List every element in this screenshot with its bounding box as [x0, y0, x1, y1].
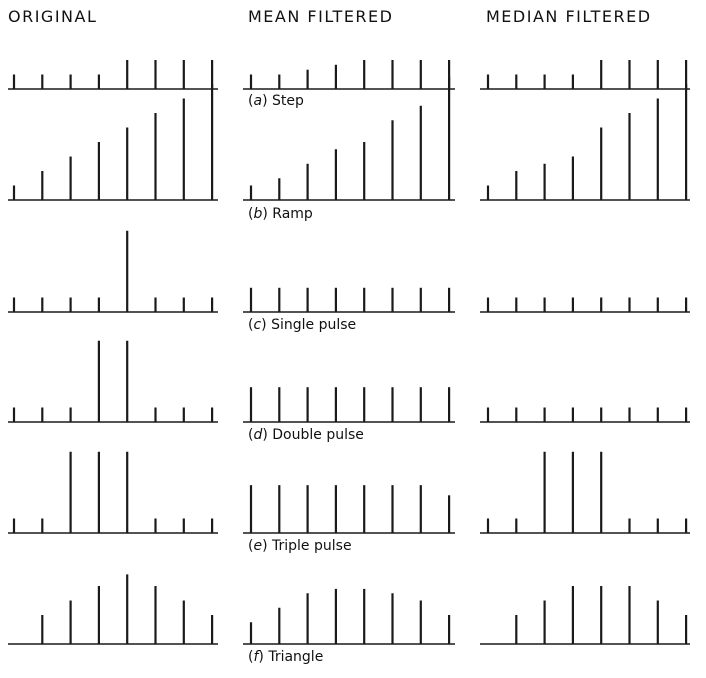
panel-original-b [8, 84, 218, 201]
row-label-d: (d) Double pulse [248, 427, 364, 443]
row-label-close: ) [261, 317, 271, 333]
panel-original-f [8, 574, 218, 645]
panel-median-b [480, 84, 690, 201]
panel-original-d [8, 340, 218, 423]
panel-median-d [480, 407, 690, 423]
panel-mean-d [243, 387, 455, 423]
panel-grid: (a) Step(b) Ramp(c) Single pulse(d) Doub… [8, 60, 690, 665]
panel-original-a [8, 60, 218, 90]
panel-mean-a [243, 60, 455, 90]
row-label-close: ) [258, 649, 268, 665]
row-label-name: Single pulse [271, 317, 356, 333]
row-label-name: Triple pulse [271, 538, 352, 554]
row-b: (b) Ramp [8, 76, 690, 222]
row-label-open: ( [248, 93, 253, 109]
row-c: (c) Single pulse [8, 230, 690, 333]
row-a: (a) Step [8, 60, 690, 109]
row-label-name: Triangle [267, 649, 323, 665]
row-label-close: ) [262, 427, 272, 443]
row-label-open: ( [248, 206, 253, 222]
row-label-letter: b [253, 206, 262, 222]
row-d: (d) Double pulse [8, 340, 690, 443]
column-title-median-filtered: MEDIAN FILTERED [486, 7, 652, 26]
row-label-open: ( [248, 649, 253, 665]
panel-original-c [8, 230, 218, 313]
row-label-f: (f) Triangle [248, 649, 323, 665]
column-title-mean-filtered: MEAN FILTERED [248, 7, 393, 26]
row-label-letter: f [253, 649, 260, 665]
row-e: (e) Triple pulse [8, 451, 690, 554]
row-label-open: ( [248, 427, 253, 443]
row-label-b: (b) Ramp [248, 206, 313, 222]
row-label-letter: e [253, 538, 262, 554]
row-label-name: Double pulse [272, 427, 364, 443]
row-label-letter: d [253, 427, 262, 443]
column-title-original: ORIGINAL [8, 7, 97, 26]
panel-median-f [480, 586, 690, 645]
panel-median-c [480, 297, 690, 313]
panel-original-e [8, 451, 218, 534]
row-label-a: (a) Step [248, 93, 304, 109]
panel-mean-b [243, 76, 455, 201]
panel-mean-f [243, 588, 455, 645]
row-label-open: ( [248, 538, 253, 554]
panel-median-e [480, 451, 690, 534]
row-f: (f) Triangle [8, 574, 690, 665]
row-label-close: ) [262, 538, 272, 554]
row-label-close: ) [262, 206, 272, 222]
row-label-letter: c [253, 317, 261, 333]
row-label-letter: a [253, 93, 262, 109]
row-label-c: (c) Single pulse [248, 317, 356, 333]
panel-median-a [480, 60, 690, 90]
panel-mean-e [243, 485, 455, 534]
row-label-e: (e) Triple pulse [248, 538, 352, 554]
panel-mean-c [243, 287, 455, 313]
row-label-name: Ramp [272, 206, 313, 222]
row-label-close: ) [262, 93, 272, 109]
row-label-name: Step [272, 93, 304, 109]
row-label-open: ( [248, 317, 253, 333]
